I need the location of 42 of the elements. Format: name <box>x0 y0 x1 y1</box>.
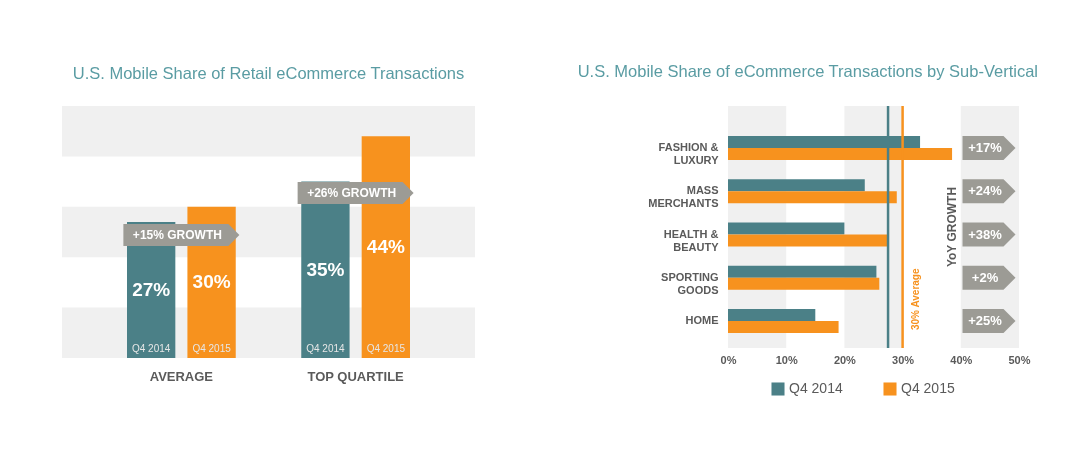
x-tick-label: AVERAGE <box>149 368 214 384</box>
bar <box>728 309 816 322</box>
data-label: 27% <box>132 278 171 300</box>
chart-title: U.S. Mobile Share of Retail eCommerce Transactions <box>72 63 465 82</box>
series-label: Q4 2015 <box>192 343 232 354</box>
annotation: +25% <box>968 313 1003 329</box>
text: Q4 2015 <box>366 343 406 354</box>
bar <box>728 191 897 204</box>
x-tick-label: 50% <box>1008 353 1031 366</box>
annotation: +26% GROWTH <box>307 186 397 200</box>
bar <box>728 265 877 278</box>
annotation: +24% <box>968 183 1003 199</box>
annotation: YoY GROWTH <box>945 186 959 268</box>
text: Q4 2014 <box>306 343 345 354</box>
bar <box>728 234 889 247</box>
series-label: Q4 2014 <box>131 343 171 354</box>
y-tick-label: HOME <box>685 314 719 327</box>
bar <box>728 277 880 290</box>
x-tick-label: 20% <box>833 353 857 366</box>
legend-label: Q4 2015 <box>901 380 955 396</box>
annotation: +38% <box>968 226 1003 242</box>
annotation: +2% <box>971 269 999 285</box>
bar <box>728 179 865 192</box>
chart-title: U.S. Mobile Share of eCommerce Transactions by Sub-Vertical <box>577 62 1039 81</box>
y-tick-label: SPORTING GOODS <box>661 270 719 296</box>
x-tick-label: TOP QUARTILE <box>307 368 405 384</box>
data-label: 44% <box>366 236 405 258</box>
y-tick-label: HEALTH & BEAUTY <box>663 227 720 253</box>
x-tick-label: 10% <box>775 353 798 366</box>
ref-line-label: 30% Average <box>909 268 921 330</box>
data-label: 35% <box>306 258 345 280</box>
x-tick-label: 30% <box>892 353 915 366</box>
bar <box>728 321 839 334</box>
annotation: +17% <box>968 139 1003 155</box>
bar <box>728 222 845 235</box>
x-tick-label: 0% <box>720 353 737 366</box>
legend-label: Q4 2014 <box>789 380 843 396</box>
x-tick-label: 40% <box>950 353 973 366</box>
annotation: +15% GROWTH <box>132 228 222 242</box>
y-tick-label: FASHION & LUXURY <box>658 140 720 166</box>
data-label: 30% <box>192 271 231 293</box>
y-tick-label: MASS MERCHANTS <box>648 184 719 210</box>
